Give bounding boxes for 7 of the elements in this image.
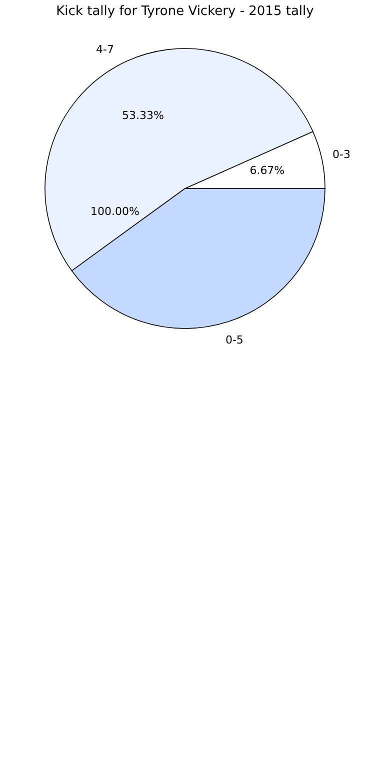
data-label: 6.67% xyxy=(250,164,285,178)
text: 100.00% xyxy=(90,205,140,218)
slice-label: 0-5 xyxy=(225,334,244,347)
slice-label: 4-7 xyxy=(96,42,114,56)
slice-label: 0-3 xyxy=(332,148,350,162)
chart-title: Kick tally for Tyrone Vickery - 2015 tally xyxy=(56,4,314,19)
data-label: 53.33% xyxy=(122,108,164,122)
